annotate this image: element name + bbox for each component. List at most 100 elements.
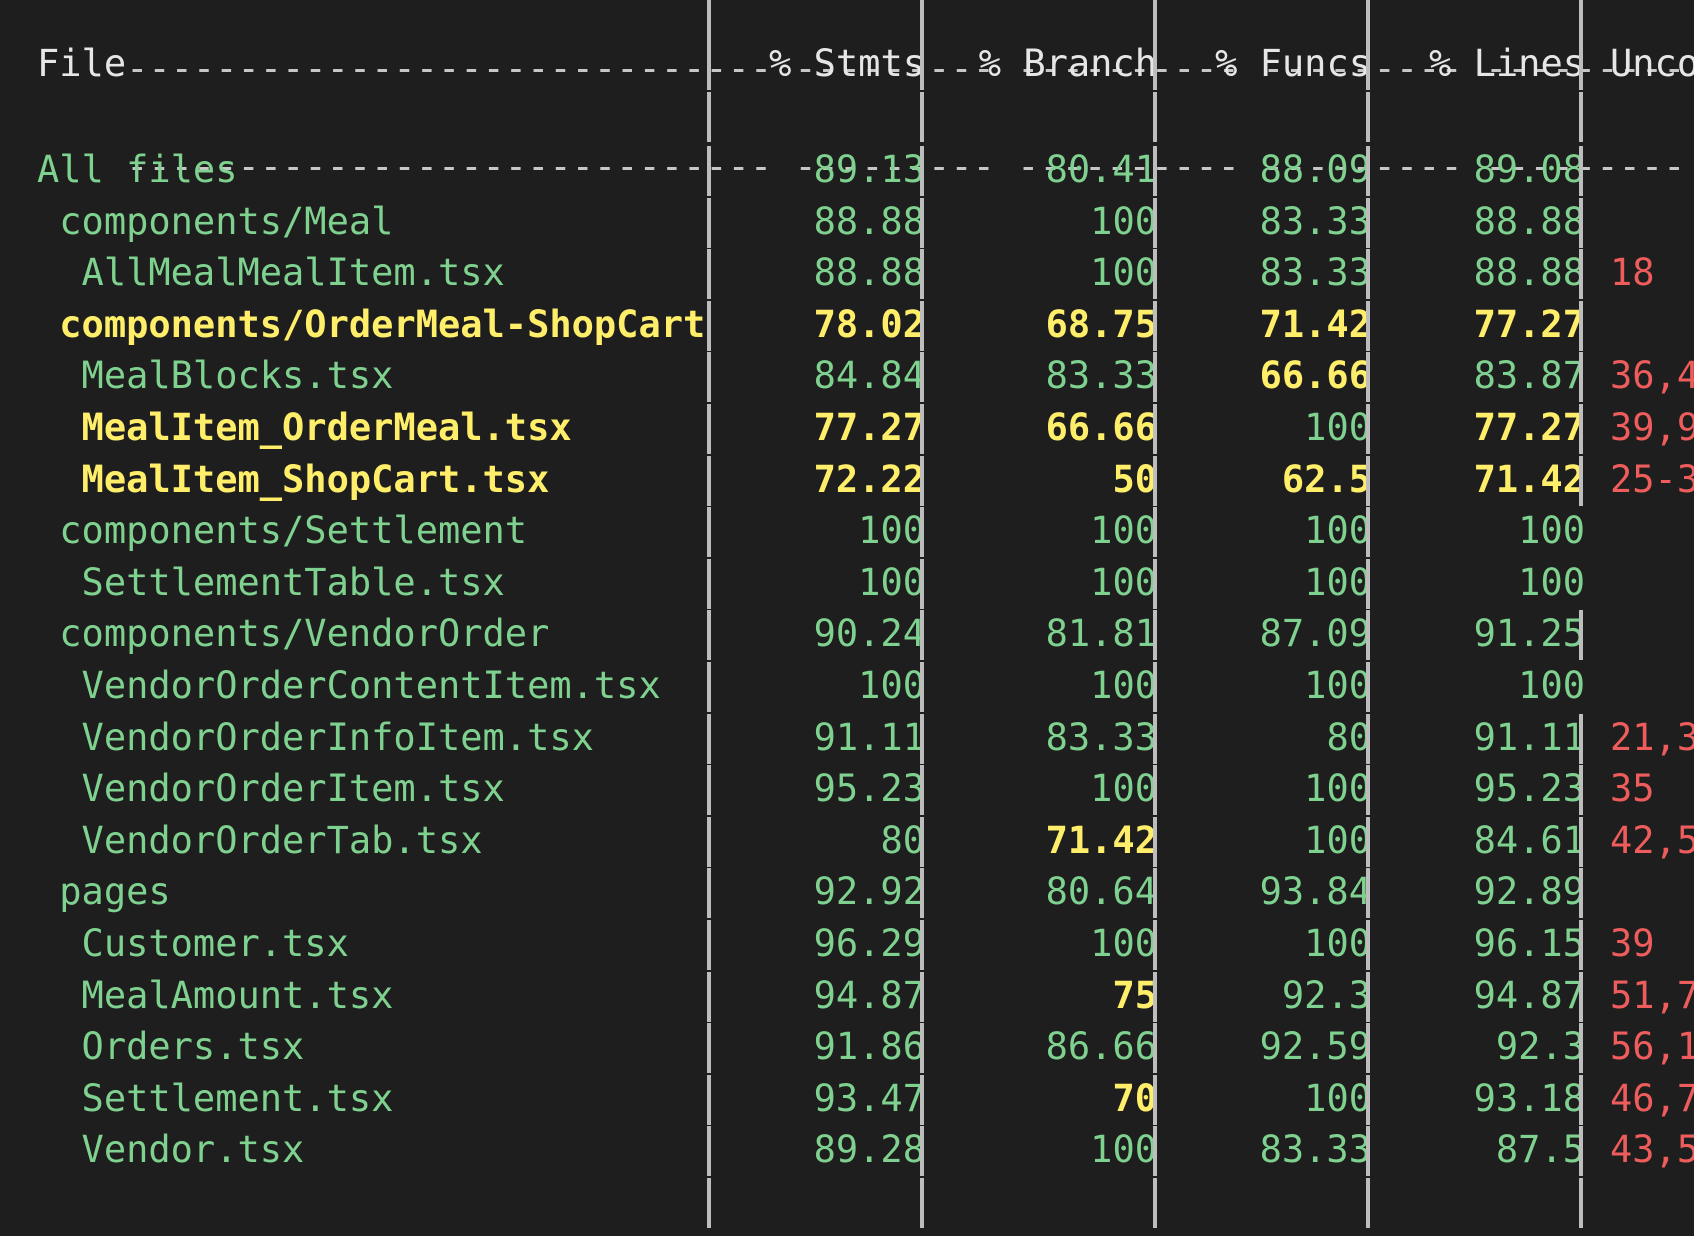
row-file-name: MealItem_OrderMeal.tsx [37, 406, 572, 449]
column-divider [1366, 971, 1370, 1022]
row-lines-value: 96.15 [1473, 922, 1585, 965]
column-divider [1153, 249, 1157, 300]
column-divider [920, 610, 924, 661]
row-uncovered-lines: 39,9 [1610, 406, 1694, 449]
row-lines-value: 100 [1518, 664, 1585, 707]
row-file-name: VendorOrderContentItem.tsx [37, 664, 661, 707]
column-divider [1153, 507, 1157, 558]
row-stmts-value: 90.24 [813, 612, 925, 656]
column-divider [1366, 300, 1370, 351]
column-divider [1366, 40, 1370, 90]
column-divider [1153, 816, 1157, 867]
column-divider [920, 92, 924, 142]
column-divider [1153, 92, 1157, 142]
row-file-name: AllMealMealItem.tsx [37, 251, 505, 295]
column-divider [920, 300, 924, 351]
column-divider [707, 0, 711, 44]
row-file-name: VendorOrderItem.tsx [37, 767, 505, 811]
column-divider [1366, 1126, 1370, 1177]
column-divider [1153, 1126, 1157, 1177]
row-lines-value: 84.61 [1473, 818, 1585, 862]
row-funcs-value: 100 [1304, 922, 1371, 965]
column-divider [1366, 0, 1370, 44]
column-divider [1153, 40, 1157, 90]
column-divider [1153, 1074, 1157, 1125]
row-funcs-value: 93.84 [1259, 870, 1371, 914]
column-divider [920, 455, 924, 506]
column-divider [1579, 971, 1583, 1022]
row-stmts-value: 95.23 [813, 767, 925, 811]
column-divider [707, 1074, 711, 1125]
column-divider [920, 507, 924, 558]
row-stmts-value: 72.22 [813, 457, 925, 501]
row-stmts-value: 91.11 [813, 715, 925, 759]
column-divider [920, 971, 924, 1022]
column-divider [707, 868, 711, 919]
row-stmts-value: 88.88 [813, 199, 925, 243]
column-divider [920, 40, 924, 90]
column-divider [707, 507, 711, 558]
row-lines-value: 88.88 [1473, 251, 1585, 295]
column-divider [1579, 146, 1583, 196]
column-divider [920, 249, 924, 300]
row-stmts-value: 78.02 [813, 302, 925, 346]
row-uncovered-lines: 42,5 [1610, 818, 1694, 862]
row-lines-value: 77.27 [1473, 302, 1585, 346]
column-divider [707, 92, 711, 142]
column-divider [1579, 610, 1583, 661]
column-divider [707, 1023, 711, 1074]
row-file-name: Customer.tsx [37, 922, 349, 965]
header-stmts: % Stmts [769, 42, 925, 85]
column-divider [920, 920, 924, 970]
column-divider [1153, 352, 1157, 403]
row-uncovered-lines: 36,4 [1610, 354, 1694, 398]
header-funcs: % Funcs [1215, 42, 1371, 85]
row-file-name: SettlementTable.tsx [37, 560, 505, 604]
row-funcs-value: 100 [1304, 664, 1371, 707]
column-divider [1366, 507, 1370, 558]
row-file-name: components/Settlement [37, 509, 528, 553]
row-lines-value: 71.42 [1473, 457, 1585, 501]
column-divider [920, 1126, 924, 1177]
row-branch-value: 100 [1090, 767, 1157, 811]
column-divider [707, 352, 711, 403]
column-divider [1579, 868, 1583, 919]
row-uncovered-lines: 18 [1610, 251, 1655, 295]
row-stmts-value: 80 [880, 818, 925, 862]
row-lines-value: 93.18 [1473, 1076, 1585, 1120]
row-stmts-value: 88.88 [813, 251, 925, 295]
row-stmts-value: 77.27 [813, 406, 925, 449]
row-file-name: components/VendorOrder [37, 612, 550, 656]
column-divider [1579, 1178, 1583, 1228]
row-file-name: MealAmount.tsx [37, 973, 394, 1017]
row-stmts-value: 92.92 [813, 870, 925, 914]
row-file-name: components/OrderMeal-ShopCart [37, 302, 706, 346]
column-divider [920, 197, 924, 248]
column-divider [1153, 300, 1157, 351]
row-branch-value: 86.66 [1045, 1025, 1157, 1069]
row-file-name: VendorOrderTab.tsx [37, 818, 483, 862]
row-uncovered-lines: 46,7 [1610, 1076, 1694, 1120]
row-uncovered-lines: 43,5 [1610, 1128, 1694, 1172]
column-divider [920, 1023, 924, 1074]
row-branch-value: 83.33 [1045, 354, 1157, 398]
column-divider [1366, 816, 1370, 867]
column-divider [1153, 404, 1157, 454]
row-branch-value: 100 [1090, 922, 1157, 965]
column-divider [707, 197, 711, 248]
column-divider [707, 146, 711, 196]
row-uncovered-lines: 39 [1610, 922, 1655, 965]
column-divider [920, 146, 924, 196]
row-lines-value: 100 [1518, 509, 1585, 553]
column-divider [920, 868, 924, 919]
column-divider [920, 713, 924, 764]
column-divider [920, 0, 924, 44]
column-divider [707, 662, 711, 712]
column-divider [920, 1074, 924, 1125]
header-uncovered: Unco [1610, 42, 1694, 85]
row-branch-value: 71.42 [1045, 818, 1157, 862]
row-stmts-value: 100 [858, 664, 925, 707]
column-divider [707, 1126, 711, 1177]
column-divider [1579, 40, 1583, 90]
